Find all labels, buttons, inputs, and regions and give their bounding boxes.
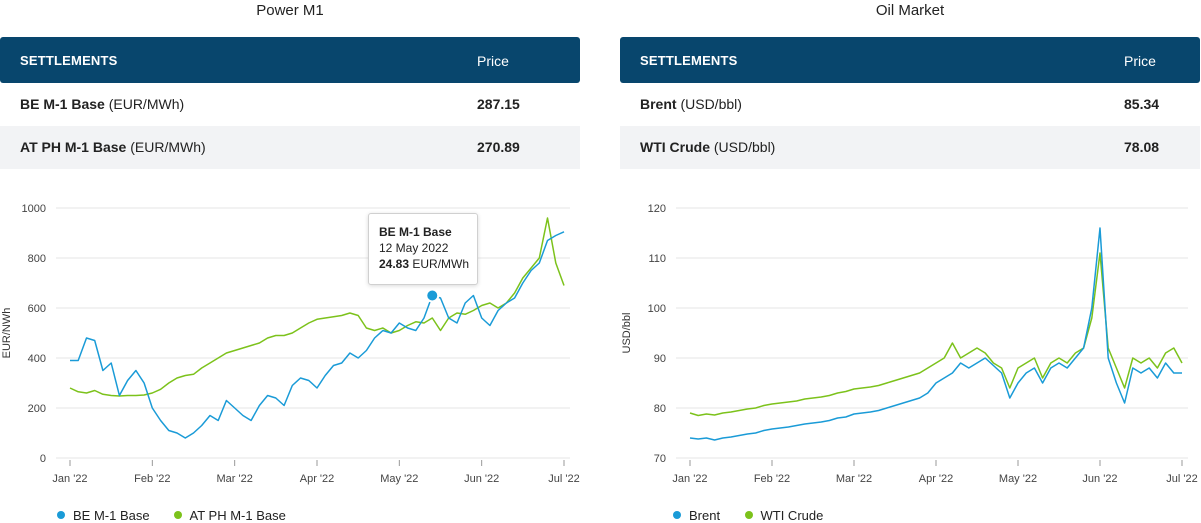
legend-item[interactable]: WTI Crude [744, 508, 824, 523]
x-tick-label: Apr '22 [919, 473, 954, 485]
x-tick-label: Jan '22 [672, 473, 707, 485]
y-tick-label: 1000 [22, 203, 46, 215]
x-tick-label: Jul '22 [548, 473, 579, 485]
series-line-at-ph-m-1-base[interactable] [69, 217, 565, 397]
table-row[interactable]: AT PH M-1 Base (EUR/MWh) 270.89 [0, 126, 580, 169]
y-tick-label: 80 [654, 403, 666, 415]
series-line-brent[interactable] [689, 227, 1182, 441]
series-line-wti-crude[interactable] [689, 252, 1183, 417]
table-row[interactable]: Brent (USD/bbl) 85.34 [620, 83, 1200, 126]
row-name: Brent (USD/bbl) [640, 96, 742, 112]
chart-tooltip: BE M-1 Base 12 May 2022 24.83 EUR/MWh [368, 213, 478, 285]
y-tick-label: 100 [648, 303, 666, 315]
power-header-settlements: SETTLEMENTS [20, 53, 118, 68]
y-tick-label: 110 [648, 253, 666, 265]
tooltip-series: BE M-1 Base [379, 225, 452, 239]
tooltip-date: 12 May 2022 [379, 241, 449, 255]
power-header-price[interactable]: Price [477, 53, 509, 69]
power-panel: Power M1 SETTLEMENTS Price BE M-1 Base (… [0, 0, 580, 523]
oil-table-header: SETTLEMENTS Price [620, 37, 1200, 83]
oil-title: Oil Market [875, 2, 945, 19]
oil-header-price[interactable]: Price [1124, 53, 1156, 69]
y-tick-label: 200 [28, 403, 46, 415]
legend-label: BE M-1 Base [73, 508, 150, 523]
y-tick-label: 90 [654, 353, 666, 365]
x-tick-label: Feb '22 [134, 473, 170, 485]
x-tick-label: Mar '22 [216, 473, 252, 485]
y-tick-label: 0 [40, 453, 46, 465]
y-tick-label: 600 [28, 303, 46, 315]
series-line-be-m-1-base[interactable] [70, 231, 565, 439]
x-tick-label: Jul '22 [1166, 473, 1197, 485]
x-tick-label: Feb '22 [754, 473, 790, 485]
table-row[interactable]: WTI Crude (USD/bbl) 78.08 [620, 126, 1200, 169]
y-tick-label: 120 [648, 203, 666, 215]
x-tick-label: May '22 [380, 473, 418, 485]
legend-dot-icon [173, 511, 182, 519]
oil-header-settlements: SETTLEMENTS [640, 53, 738, 68]
x-tick-label: Apr '22 [300, 473, 335, 485]
oil-line-chart[interactable]: 70 80 90 100 110 120 USD/bbl Jan '22 Feb '22 Mar … [620, 190, 1200, 490]
legend-dot-icon [673, 511, 681, 519]
highlight-point[interactable] [425, 288, 440, 303]
legend-label: Brent [689, 508, 721, 523]
y-axis-title: EUR/NWh [1, 308, 13, 359]
y-tick-label: 70 [654, 453, 666, 465]
table-row[interactable]: BE M-1 Base (EUR/MWh) 287.15 [0, 83, 580, 126]
row-name: BE M-1 Base (EUR/MWh) [20, 96, 185, 112]
row-name: AT PH M-1 Base (EUR/MWh) [20, 139, 206, 155]
legend-item[interactable]: AT PH M-1 Base [173, 508, 286, 523]
x-tick-label: Jan '22 [52, 473, 87, 485]
row-name: WTI Crude (USD/bbl) [640, 139, 776, 155]
y-tick-label: 400 [28, 353, 46, 365]
x-tick-label: May '22 [999, 473, 1037, 485]
row-price: 85.34 [1124, 96, 1160, 112]
x-tick-label: Mar '22 [836, 473, 872, 485]
row-price: 78.08 [1124, 139, 1160, 155]
legend-item[interactable]: BE M-1 Base [57, 508, 150, 523]
row-price: 270.89 [477, 139, 520, 155]
y-tick-label: 800 [28, 253, 46, 265]
oil-panel: Oil Market SETTLEMENTS Price Brent (USD/… [620, 0, 1200, 523]
legend-label: AT PH M-1 Base [189, 508, 286, 523]
legend-dot-icon [744, 511, 753, 519]
tooltip-value: 24.83 EUR/MWh [379, 257, 470, 271]
power-title: Power M1 [256, 2, 324, 19]
y-axis-title: USD/bbl [621, 313, 633, 354]
row-price: 287.15 [477, 96, 520, 112]
legend-label: WTI Crude [760, 508, 824, 523]
legend-dot-icon [57, 511, 65, 519]
x-tick-label: Jun '22 [1082, 473, 1117, 485]
power-line-chart[interactable]: 0 200 400 600 800 1000 EUR/NWh Jan '22 Feb '22 Ma… [0, 190, 580, 490]
x-tick-label: Jun '22 [464, 473, 499, 485]
legend-item[interactable]: Brent [673, 508, 720, 523]
power-table-header: SETTLEMENTS Price [0, 37, 580, 83]
